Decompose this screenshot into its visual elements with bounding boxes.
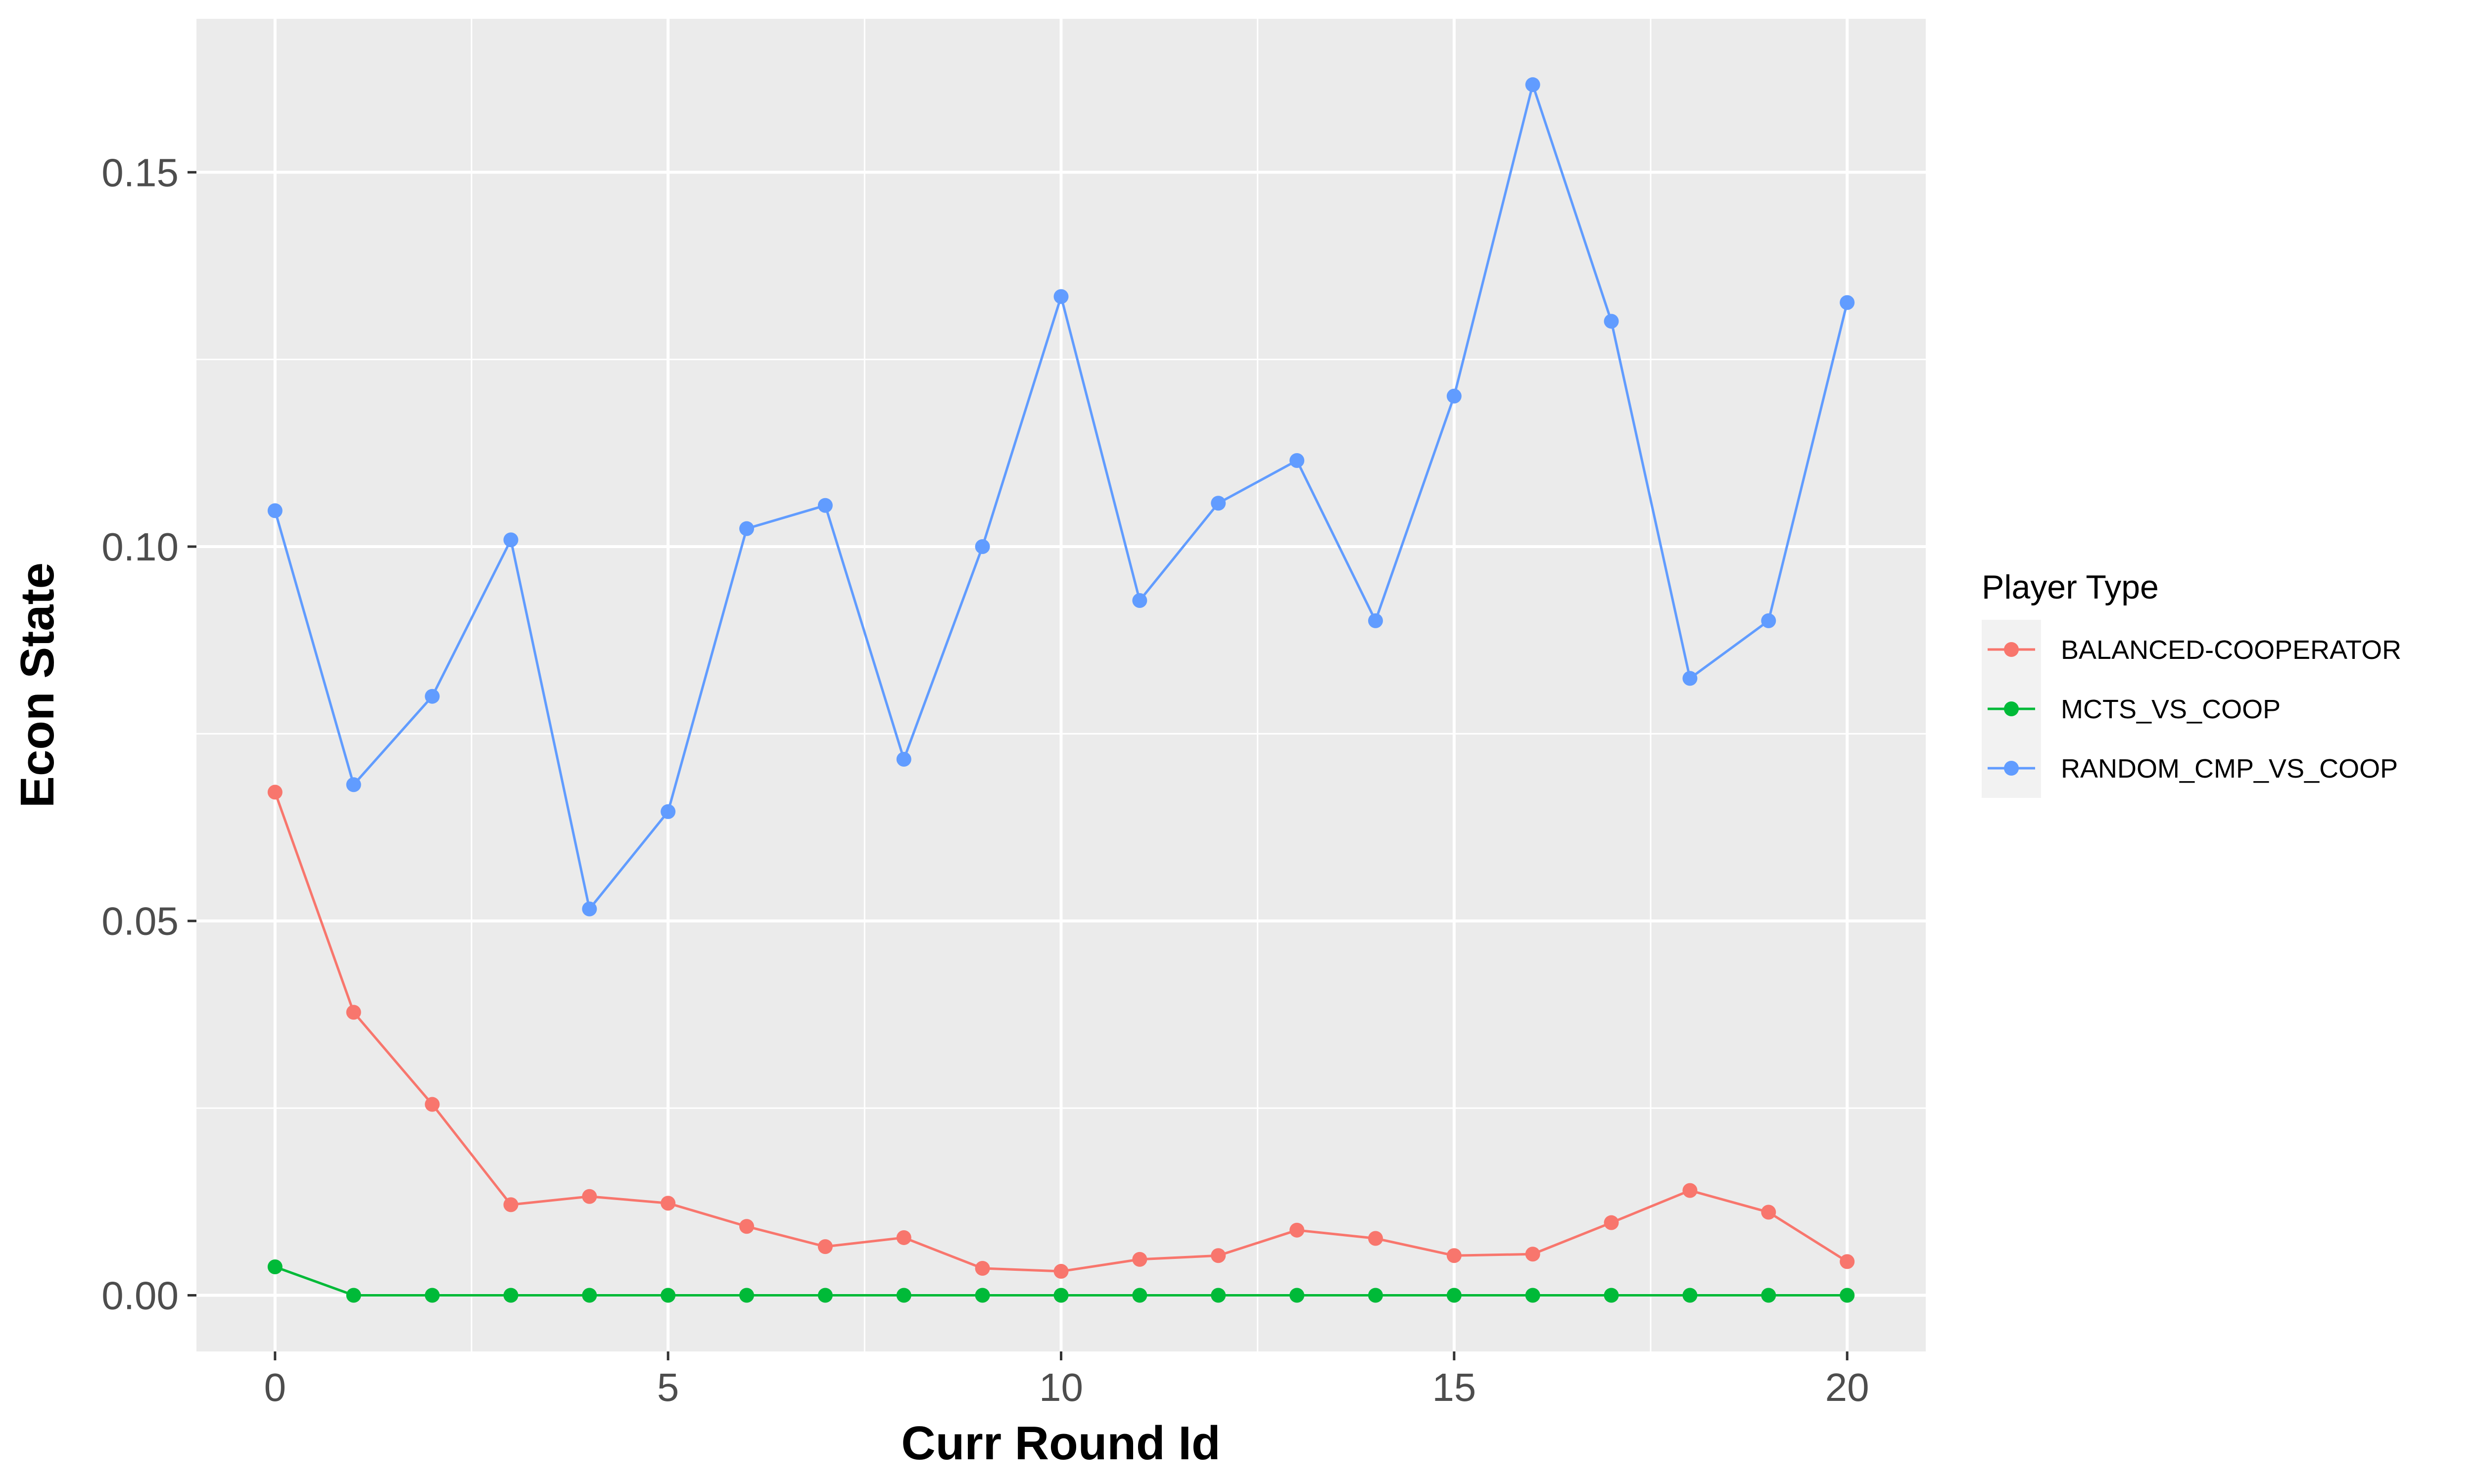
x-tick-label-0: 0 bbox=[264, 1365, 286, 1409]
data-point-2-11 bbox=[1132, 593, 1147, 608]
y-tick-label-0: 0.00 bbox=[101, 1273, 179, 1317]
data-point-0-14 bbox=[1368, 1231, 1383, 1246]
data-point-0-17 bbox=[1604, 1215, 1619, 1230]
legend-label-1: MCTS_VS_COOP bbox=[2061, 695, 2281, 724]
data-point-0-20 bbox=[1840, 1254, 1855, 1269]
legend-item-0: BALANCED-COOPERATOR bbox=[1982, 620, 2401, 679]
x-tick-label-1: 5 bbox=[657, 1365, 679, 1409]
data-point-2-10 bbox=[1053, 289, 1069, 304]
data-point-1-19 bbox=[1761, 1288, 1776, 1303]
data-point-2-19 bbox=[1761, 613, 1776, 628]
data-point-2-13 bbox=[1289, 453, 1305, 468]
legend-label-0: BALANCED-COOPERATOR bbox=[2061, 635, 2401, 665]
data-point-0-2 bbox=[425, 1097, 440, 1112]
x-axis: 0 5 10 15 20 bbox=[264, 1351, 1869, 1409]
data-point-1-8 bbox=[896, 1288, 911, 1303]
data-point-1-11 bbox=[1132, 1288, 1147, 1303]
data-point-0-9 bbox=[975, 1261, 990, 1276]
legend-key-point-1 bbox=[2004, 701, 2019, 716]
data-point-0-10 bbox=[1053, 1264, 1069, 1279]
data-point-0-19 bbox=[1761, 1205, 1776, 1220]
data-point-0-3 bbox=[503, 1197, 519, 1212]
data-point-2-17 bbox=[1604, 314, 1619, 329]
data-point-0-0 bbox=[267, 785, 283, 800]
data-point-1-14 bbox=[1368, 1288, 1383, 1303]
data-point-1-0 bbox=[267, 1259, 283, 1274]
data-point-0-4 bbox=[582, 1189, 597, 1204]
data-point-2-8 bbox=[896, 751, 911, 767]
x-tick-label-2: 10 bbox=[1039, 1365, 1083, 1409]
data-point-1-2 bbox=[425, 1288, 440, 1303]
series-0 bbox=[267, 785, 1855, 1279]
series-2 bbox=[267, 77, 1855, 917]
data-point-2-18 bbox=[1682, 671, 1698, 686]
legend-items: BALANCED-COOPERATOR MCTS_VS_COOP RANDOM_CM… bbox=[1982, 620, 2401, 798]
legend-label-2: RANDOM_CMP_VS_COOP bbox=[2061, 754, 2398, 784]
legend-key-point-2 bbox=[2004, 761, 2019, 776]
x-tick-label-3: 15 bbox=[1432, 1365, 1476, 1409]
data-point-1-3 bbox=[503, 1288, 519, 1303]
legend-item-1: MCTS_VS_COOP bbox=[1982, 679, 2281, 739]
data-point-0-6 bbox=[739, 1219, 755, 1234]
data-point-1-17 bbox=[1604, 1288, 1619, 1303]
data-point-1-1 bbox=[346, 1288, 361, 1303]
data-point-2-6 bbox=[739, 521, 755, 536]
data-point-1-13 bbox=[1289, 1288, 1305, 1303]
data-point-2-12 bbox=[1211, 496, 1226, 511]
data-point-0-5 bbox=[661, 1196, 676, 1211]
data-point-2-14 bbox=[1368, 613, 1383, 628]
y-tick-label-2: 0.10 bbox=[101, 525, 179, 569]
legend-key-point-0 bbox=[2004, 642, 2019, 657]
data-point-0-18 bbox=[1682, 1183, 1698, 1198]
data-point-0-11 bbox=[1132, 1252, 1147, 1267]
x-tick-label-4: 20 bbox=[1825, 1365, 1869, 1409]
legend-title: Player Type bbox=[1982, 568, 2159, 606]
data-point-1-9 bbox=[975, 1288, 990, 1303]
data-point-0-15 bbox=[1446, 1248, 1462, 1263]
legend-item-2: RANDOM_CMP_VS_COOP bbox=[1982, 739, 2398, 798]
data-point-0-7 bbox=[817, 1239, 833, 1254]
data-point-2-2 bbox=[425, 689, 440, 704]
legend: Player Type BALANCED-COOPERATOR MCTS_VS_C… bbox=[1982, 568, 2401, 798]
data-point-0-8 bbox=[896, 1230, 911, 1245]
data-point-0-12 bbox=[1211, 1248, 1226, 1263]
data-point-2-4 bbox=[582, 901, 597, 917]
data-point-1-6 bbox=[739, 1288, 755, 1303]
data-point-0-16 bbox=[1525, 1247, 1540, 1262]
data-point-0-13 bbox=[1289, 1222, 1305, 1238]
data-point-1-10 bbox=[1053, 1288, 1069, 1303]
data-point-2-15 bbox=[1446, 388, 1462, 404]
data-point-2-5 bbox=[661, 804, 676, 819]
data-point-2-16 bbox=[1525, 77, 1540, 93]
series-1 bbox=[267, 1259, 1855, 1303]
data-point-2-20 bbox=[1840, 295, 1855, 310]
data-point-2-3 bbox=[503, 532, 519, 548]
data-point-1-18 bbox=[1682, 1288, 1698, 1303]
data-point-1-4 bbox=[582, 1288, 597, 1303]
y-tick-label-1: 0.05 bbox=[101, 899, 179, 943]
data-point-0-1 bbox=[346, 1005, 361, 1020]
x-axis-title: Curr Round Id bbox=[901, 1417, 1220, 1470]
data-point-2-7 bbox=[817, 498, 833, 513]
data-point-2-9 bbox=[975, 539, 990, 555]
data-point-1-16 bbox=[1525, 1288, 1540, 1303]
data-point-1-15 bbox=[1446, 1288, 1462, 1303]
major-gridlines bbox=[196, 19, 1926, 1351]
data-point-1-5 bbox=[661, 1288, 676, 1303]
y-tick-label-3: 0.15 bbox=[101, 150, 179, 194]
data-point-1-7 bbox=[817, 1288, 833, 1303]
data-point-2-1 bbox=[346, 777, 361, 792]
y-axis: 0.00 0.05 0.10 0.15 bbox=[101, 150, 196, 1317]
y-axis-title: Econ State bbox=[11, 562, 64, 808]
data-point-2-0 bbox=[267, 503, 283, 518]
data-point-1-20 bbox=[1840, 1288, 1855, 1303]
series-layer bbox=[267, 77, 1855, 1303]
data-point-1-12 bbox=[1211, 1288, 1226, 1303]
